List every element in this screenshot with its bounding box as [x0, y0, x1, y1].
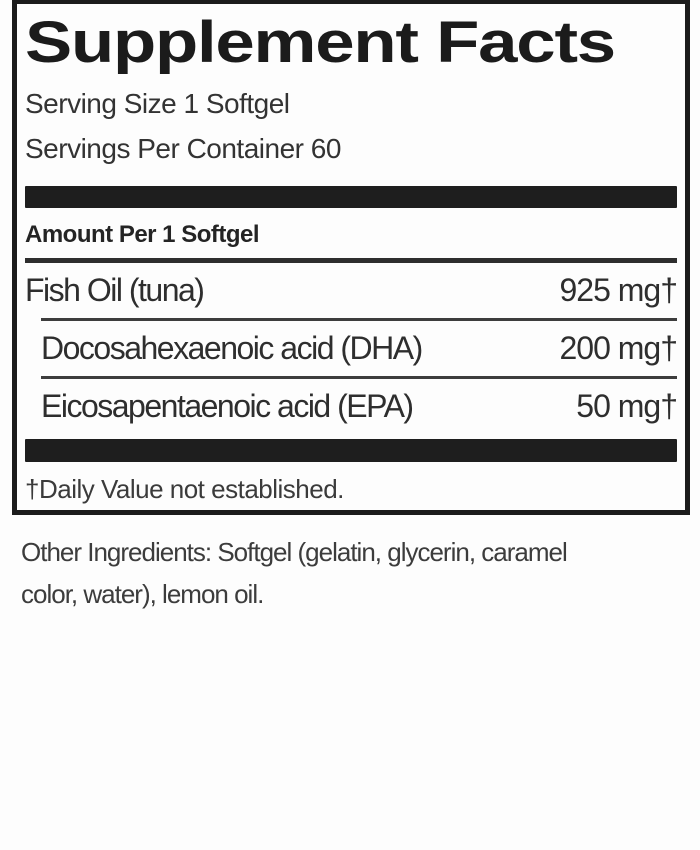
- separator-bar-bottom: [25, 439, 677, 462]
- nutrient-row-dha: Docosahexaenoic acid (DHA) 200 mg†: [25, 321, 678, 376]
- rule-row-divider: [41, 318, 677, 321]
- serving-info: Serving Size 1 Softgel Servings Per Cont…: [25, 81, 677, 171]
- daily-value-footnote: †Daily Value not established.: [25, 474, 344, 504]
- separator-bar-top: [25, 186, 677, 208]
- serving-size-text: Serving Size 1 Softgel: [25, 88, 290, 119]
- nutrient-amount: 200 mg†: [559, 330, 678, 366]
- other-ingredients-text: Other Ingredients: Softgel (gelatin, gly…: [21, 531, 671, 615]
- nutrient-name: Fish Oil (tuna): [25, 272, 205, 308]
- nutrient-name: Eicosapentaenoic acid (EPA): [41, 388, 414, 424]
- amount-per-serving-header: Amount Per 1 Softgel: [25, 221, 260, 248]
- supplement-facts-panel: Supplement Facts Serving Size 1 Softgel …: [12, 0, 690, 515]
- other-ingredients-line-2: color, water), lemon oil.: [21, 579, 264, 609]
- rule-row-divider: [41, 376, 677, 379]
- servings-per-container-text: Servings Per Container 60: [25, 133, 341, 164]
- rule-under-header: [25, 258, 677, 263]
- nutrient-row-fish-oil: Fish Oil (tuna) 925 mg†: [25, 263, 678, 318]
- nutrient-amount: 925 mg†: [559, 272, 678, 308]
- nutrient-name: Docosahexaenoic acid (DHA): [41, 330, 423, 366]
- nutrient-amount: 50 mg†: [576, 388, 678, 424]
- nutrient-row-epa: Eicosapentaenoic acid (EPA) 50 mg†: [25, 379, 678, 434]
- other-ingredients-line-1: Other Ingredients: Softgel (gelatin, gly…: [21, 537, 568, 567]
- panel-title: Supplement Facts: [25, 10, 616, 75]
